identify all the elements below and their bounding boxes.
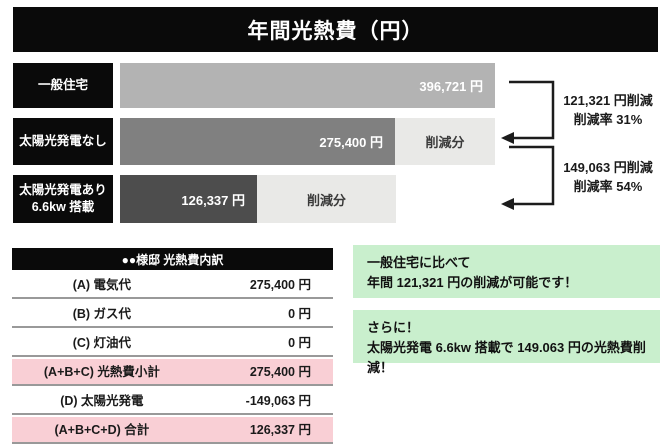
row-label: (A+B+C) 光熱費小計	[43, 365, 160, 379]
row-value: 0 円	[288, 307, 311, 321]
reduction-rate: 削減率 31%	[573, 111, 643, 127]
cost-table-title-text: ●●様邸 光熱費内訳	[121, 252, 224, 267]
table-row-kerosene: (C) 灯油代 0 円	[12, 328, 333, 357]
reduction-rate: 削減率 54%	[573, 178, 643, 194]
reduction-amount: 121,321 円削減	[563, 93, 653, 108]
bar-no-solar: 275,400 円	[120, 118, 395, 165]
reduction-amount: 149,063 円削減	[563, 160, 653, 175]
category-label-text-line2: 6.6kw 搭載	[31, 200, 95, 214]
bar-general-house: 396,721 円	[120, 63, 495, 108]
row-value: 275,400 円	[249, 365, 311, 379]
savings-note-solar: さらに！ 太陽光発電 6.6kw 搭載で 149.063 円の光熱費削減！	[353, 310, 660, 375]
row-value: 275,400 円	[249, 278, 311, 292]
page-title: 年間光熱費（円）	[13, 7, 658, 52]
row-label: (D) 太陽光発電	[60, 394, 144, 408]
cost-breakdown-table: ●●様邸 光熱費内訳 (A) 電気代 275,400 円 (B) ガス代 0 円…	[12, 248, 333, 444]
cost-table-title: ●●様邸 光熱費内訳	[12, 248, 333, 270]
note-line1: 一般住宅に比べて	[367, 255, 471, 270]
reduction-segment-label: 削減分	[306, 192, 346, 208]
savings-note-vs-general: 一般住宅に比べて 年間 121,321 円の削減が可能です！	[353, 245, 660, 298]
table-row-subtotal: (A+B+C) 光熱費小計 275,400 円	[12, 357, 333, 386]
reduction-segment-label: 削減分	[425, 135, 465, 150]
category-label-no-solar: 太陽光発電なし	[13, 118, 113, 165]
bar-value-label: 275,400 円	[319, 135, 383, 150]
row-label: (A) 電気代	[72, 278, 132, 292]
reduction-annotation-2: 149,063 円削減 削減率 54%	[548, 159, 668, 197]
row-value: 0 円	[288, 336, 311, 350]
category-label-text: 太陽光発電なし	[19, 134, 107, 149]
category-label-text-line1: 太陽光発電あり	[19, 183, 107, 198]
bar-value-label: 126,337 円	[181, 192, 245, 208]
bar-no-solar-reduction-segment: 削減分	[395, 118, 495, 165]
note-line1: さらに！	[367, 320, 420, 335]
reduction-bracket-arrows-icon	[501, 80, 555, 210]
bar-with-solar: 126,337 円	[120, 175, 257, 223]
bar-value-label: 396,721 円	[419, 79, 483, 94]
row-label: (C) 灯油代	[72, 336, 132, 350]
page-title-text: 年間光熱費（円）	[247, 19, 424, 43]
table-row-gas: (B) ガス代 0 円	[12, 299, 333, 328]
table-row-solar: (D) 太陽光発電 -149,063 円	[12, 386, 333, 415]
category-label-text: 一般住宅	[37, 78, 88, 93]
reduction-annotation-1: 121,321 円削減 削減率 31%	[548, 92, 668, 130]
table-row-electricity: (A) 電気代 275,400 円	[12, 270, 333, 299]
row-value: 126,337 円	[249, 423, 311, 437]
note-line2: 年間 121,321 円の削減が可能です！	[367, 275, 578, 291]
row-label: (A+B+C+D) 合計	[54, 423, 150, 437]
category-label-with-solar: 太陽光発電あり 6.6kw 搭載	[13, 175, 113, 223]
category-label-general-house: 一般住宅	[13, 63, 113, 108]
bar-with-solar-reduction-segment: 削減分	[257, 175, 396, 223]
note-line2: 太陽光発電 6.6kw 搭載で 149.063 円の光熱費削減！	[367, 340, 646, 376]
table-row-total: (A+B+C+D) 合計 126,337 円	[12, 415, 333, 444]
row-label: (B) ガス代	[72, 307, 132, 321]
row-value: -149,063 円	[245, 394, 311, 408]
